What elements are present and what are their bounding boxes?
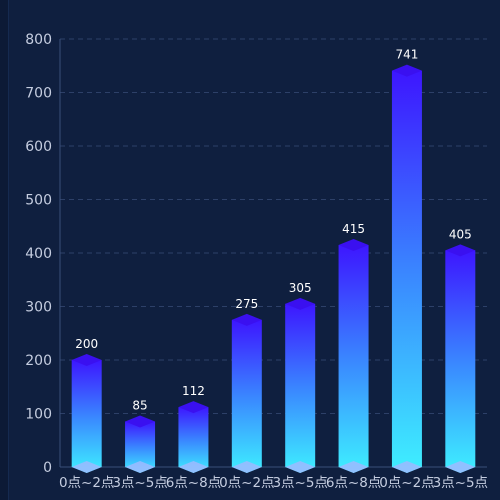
x-tick-label: 0点~2点: [379, 475, 435, 491]
bar-bottom-cap: [71, 461, 102, 473]
bar-top-cap: [445, 244, 476, 257]
bar-body: [285, 303, 316, 473]
bar-top-cap: [125, 415, 156, 428]
y-tick-label: 400: [25, 246, 52, 262]
chart-panel: 0 100 200 300 400 500 600 700 800 200 85 112 275 305…: [8, 0, 500, 500]
data-label: 405: [449, 227, 472, 241]
bar-body: [338, 244, 369, 473]
x-tick-label: 3点~5点: [433, 475, 489, 491]
bar[interactable]: [71, 354, 102, 473]
y-tick-label: 800: [25, 32, 52, 48]
x-tick-label: 3点~5点: [112, 475, 168, 491]
data-label: 741: [395, 48, 418, 62]
bar[interactable]: [178, 401, 209, 473]
bar-bottom-cap: [231, 461, 262, 473]
bar[interactable]: [338, 238, 369, 473]
grid-lines: [60, 38, 487, 414]
x-tick-label: 0点~2点: [59, 475, 115, 491]
y-tick-label: 0: [43, 460, 52, 476]
x-tick-label: 3点~5点: [272, 475, 328, 491]
bar-top-cap: [178, 401, 209, 414]
data-label: 112: [182, 384, 205, 398]
bar-bottom-cap: [445, 461, 476, 473]
bar-bottom-cap: [285, 461, 316, 473]
bar-bottom-cap: [391, 461, 422, 473]
data-label: 200: [75, 337, 98, 351]
y-tick-label: 700: [25, 86, 52, 102]
bar-top-cap: [391, 64, 422, 77]
bar-bottom-cap: [178, 461, 209, 473]
data-labels: 200 85 112 275 305 415 741 405: [75, 48, 472, 413]
bar-top-cap: [71, 354, 102, 366]
data-label: 85: [132, 399, 147, 413]
data-label: 275: [235, 297, 258, 311]
bar[interactable]: [285, 297, 316, 473]
bar-body: [71, 360, 102, 473]
bars: [71, 64, 476, 473]
bar[interactable]: [391, 64, 422, 473]
bar-body: [391, 70, 422, 473]
bar-body: [231, 319, 262, 473]
y-tick-label: 200: [25, 353, 52, 369]
bar-body: [445, 250, 476, 473]
bar-top-cap: [231, 313, 262, 326]
x-tick-label: 0点~2点: [219, 475, 275, 491]
bar-top-cap: [285, 297, 316, 310]
y-tick-label: 500: [25, 193, 52, 209]
bar[interactable]: [445, 244, 476, 473]
data-label: 305: [289, 281, 312, 295]
bar[interactable]: [125, 415, 156, 473]
bar-bottom-cap: [338, 461, 369, 473]
y-tick-label: 100: [25, 407, 52, 423]
x-tick-label: 6点~8点: [166, 475, 222, 491]
y-tick-labels: 0 100 200 300 400 500 600 700 800: [25, 32, 52, 476]
y-tick-label: 600: [25, 139, 52, 155]
bar-bottom-cap: [125, 461, 156, 473]
bar-body: [178, 407, 209, 473]
data-label: 415: [342, 222, 365, 236]
bar-body: [125, 421, 156, 473]
bar[interactable]: [231, 313, 262, 473]
bar-top-cap: [338, 238, 369, 251]
y-tick-label: 300: [25, 300, 52, 316]
bar-chart: 0 100 200 300 400 500 600 700 800 200 85 112 275 305…: [25, 32, 488, 491]
x-tick-label: 6点~8点: [326, 475, 382, 491]
